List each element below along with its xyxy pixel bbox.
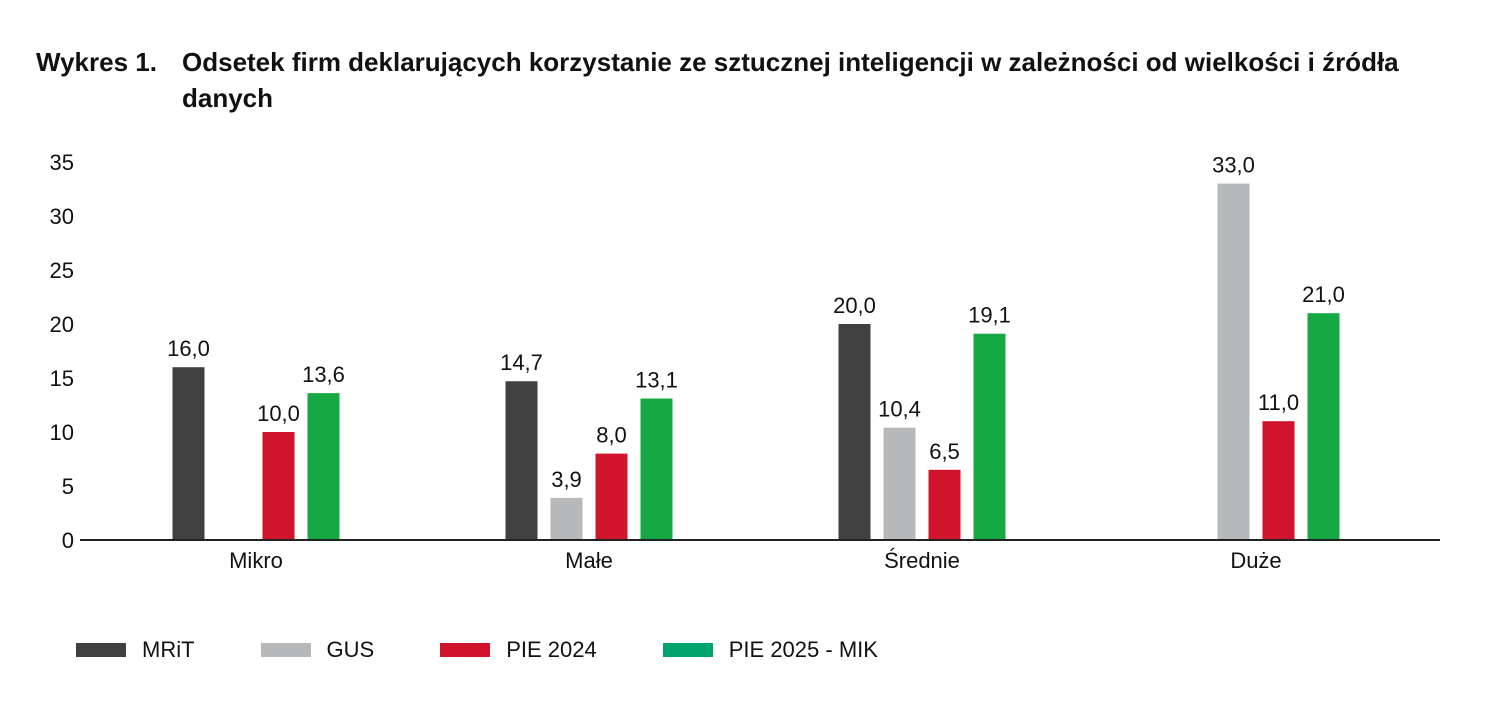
- bar-pie-2025-mik-male: [640, 398, 673, 540]
- legend-item-gus: GUS: [260, 637, 375, 663]
- bar-pie-2024-duze: [1262, 421, 1295, 540]
- data-label-pie-2025-mik-srednie: 19,1: [968, 303, 1011, 328]
- data-label-pie-2025-mik-male: 13,1: [635, 368, 678, 393]
- legend-label-pie-2025-mik: PIE 2025 - MIK: [728, 637, 878, 662]
- chart-title-prefix: Wykres 1.: [36, 47, 157, 77]
- bar-gus-male: [550, 497, 583, 540]
- data-label-gus-duze: 33,0: [1212, 153, 1255, 178]
- bar-pie-2025-mik-mikro: [307, 393, 340, 540]
- y-tick-label-25: 25: [50, 258, 74, 283]
- x-category-label-male: Małe: [565, 548, 613, 573]
- data-label-gus-male: 3,9: [551, 467, 582, 492]
- legend-item-pie-2024: PIE 2024: [440, 637, 597, 663]
- data-label-pie-2024-male: 8,0: [596, 423, 627, 448]
- data-label-pie-2025-mik-duze: 21,0: [1302, 282, 1345, 307]
- y-tick-label-30: 30: [50, 204, 74, 229]
- data-label-pie-2024-srednie: 6,5: [929, 439, 960, 464]
- chart-legend: MRiT GUS PIE 2024 PIE 2025 - MIK: [76, 634, 944, 666]
- legend-label-mrit: MRiT: [142, 637, 195, 662]
- data-label-pie-2024-duze: 11,0: [1258, 390, 1299, 415]
- bar-pie-2025-mik-duze: [1307, 313, 1340, 540]
- bar-mrit-mikro: [172, 367, 205, 540]
- bar-mrit-male: [505, 381, 538, 540]
- data-label-mrit-srednie: 20,0: [833, 293, 876, 318]
- legend-item-mrit: MRiT: [76, 637, 195, 663]
- legend-item-pie-2025-mik: PIE 2025 - MIK: [662, 637, 878, 663]
- x-category-label-mikro: Mikro: [229, 548, 283, 573]
- chart-title: Odsetek firm deklarujących korzystanie z…: [182, 47, 1399, 113]
- bar-gus-srednie: [883, 427, 916, 540]
- legend-label-pie-2024: PIE 2024: [506, 637, 597, 662]
- bar-gus-duze: [1217, 183, 1250, 540]
- y-tick-label-15: 15: [50, 366, 74, 391]
- y-tick-label-10: 10: [50, 420, 74, 445]
- data-label-mrit-mikro: 16,0: [167, 336, 210, 361]
- data-label-pie-2024-mikro: 10,0: [257, 401, 300, 426]
- legend-swatch-pie-2025-mik: [662, 643, 713, 657]
- y-tick-label-5: 5: [62, 474, 74, 499]
- y-tick-label-20: 20: [50, 312, 74, 337]
- y-tick-label-0: 0: [62, 528, 74, 553]
- bar-pie-2024-srednie: [928, 469, 961, 540]
- bar-mrit-srednie: [838, 324, 871, 540]
- data-label-mrit-male: 14,7: [500, 350, 543, 375]
- legend-swatch-gus: [260, 643, 311, 657]
- x-category-label-srednie: Średnie: [884, 548, 960, 573]
- bar-pie-2024-male: [595, 453, 628, 540]
- x-category-label-duze: Duże: [1230, 548, 1281, 573]
- legend-label-gus: GUS: [326, 637, 375, 662]
- bar-pie-2024-mikro: [262, 432, 295, 540]
- bar-pie-2025-mik-srednie: [973, 333, 1006, 540]
- data-label-pie-2025-mik-mikro: 13,6: [302, 362, 345, 387]
- legend-swatch-pie-2024: [440, 643, 491, 657]
- y-tick-label-35: 35: [50, 150, 74, 175]
- data-label-gus-srednie: 10,4: [878, 397, 921, 422]
- legend-swatch-mrit: [76, 643, 126, 657]
